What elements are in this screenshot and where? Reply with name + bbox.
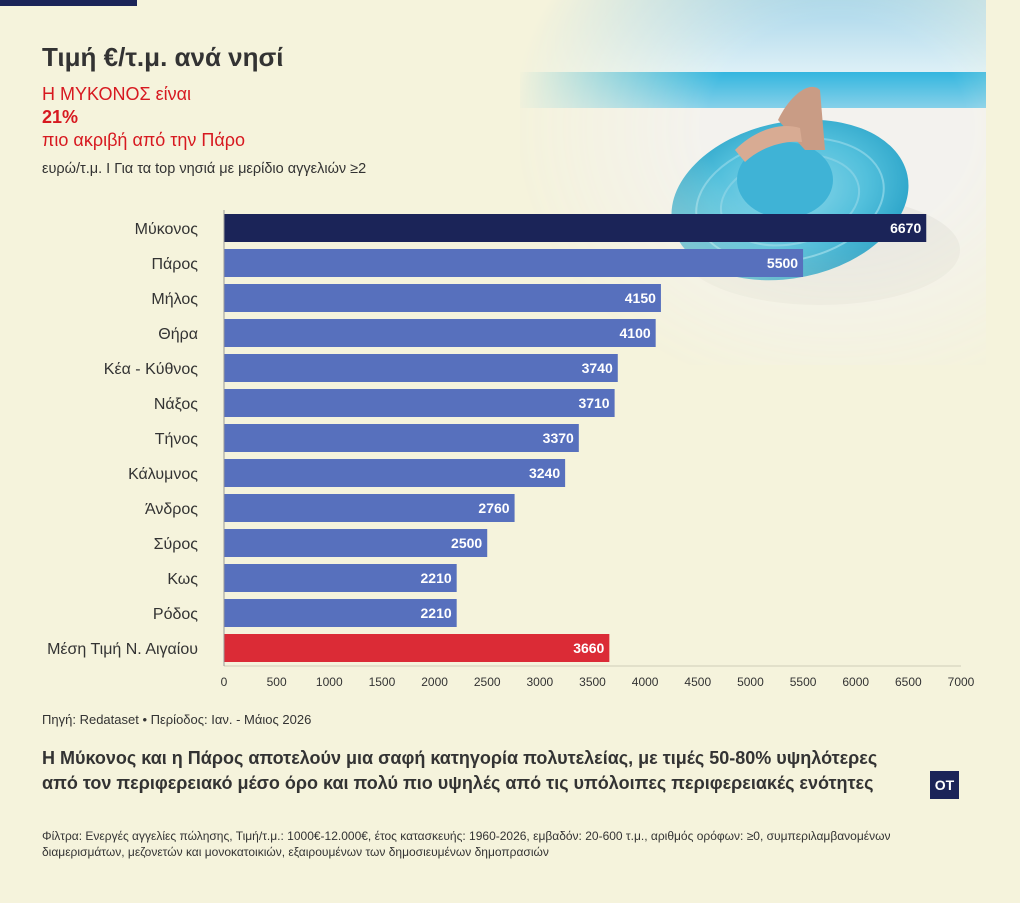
value-label: 3240 xyxy=(529,465,560,481)
x-tick-label: 1500 xyxy=(369,675,396,689)
value-label: 4150 xyxy=(625,290,656,306)
bar-2 xyxy=(224,284,661,312)
bar-9 xyxy=(224,529,488,557)
value-label: 2210 xyxy=(421,605,452,621)
value-label: 6670 xyxy=(890,220,921,236)
highlight-line-2: πιο ακριβή από την Πάρο xyxy=(42,130,246,150)
value-label: 2500 xyxy=(451,535,482,551)
chart-title: Τιμή €/τ.μ. ανά νησί xyxy=(42,42,284,72)
filters-note: Φίλτρα: Ενεργές αγγελίες πώλησης, Τιμή/τ… xyxy=(42,829,891,859)
x-tick-label: 2500 xyxy=(474,675,501,689)
bar-4 xyxy=(224,354,618,382)
category-label: Σύρος xyxy=(154,536,199,553)
bar-0 xyxy=(224,214,927,242)
category-label: Άνδρος xyxy=(145,501,198,518)
category-label: Μύκονος xyxy=(135,221,199,238)
category-label: Ρόδος xyxy=(153,606,198,623)
x-tick-label: 4000 xyxy=(632,675,659,689)
value-label: 2760 xyxy=(478,500,509,516)
category-label: Κάλυμνος xyxy=(128,466,198,483)
x-tick-label: 6000 xyxy=(842,675,869,689)
bar-7 xyxy=(224,459,566,487)
bar-1 xyxy=(224,249,804,277)
bar-11 xyxy=(224,599,457,627)
source-note: Πηγή: Redataset • Περίοδος: Ιαν. - Μάιος… xyxy=(42,712,312,727)
x-tick-label: 6500 xyxy=(895,675,922,689)
chart-subtitle: ευρώ/τ.μ. Ι Για τα top νησιά με μερίδιο … xyxy=(42,161,367,177)
value-label: 2210 xyxy=(421,570,452,586)
x-tick-label: 5500 xyxy=(790,675,817,689)
key-takeaway: Η Μύκονος και η Πάρος αποτελούν μια σαφή… xyxy=(42,748,878,793)
x-tick-label: 500 xyxy=(267,675,287,689)
x-tick-label: 1000 xyxy=(316,675,343,689)
bar-chart: Μύκονος 6670 Πάρος 5500 Μήλος 4150 Θήρα 4100 Κέα… xyxy=(47,210,975,689)
category-label: Κέα - Κύθνος xyxy=(104,361,198,378)
bar-6 xyxy=(224,424,579,452)
category-label: Κως xyxy=(167,571,198,588)
x-tick-label: 3000 xyxy=(527,675,554,689)
x-tick-label: 7000 xyxy=(948,675,975,689)
bar-10 xyxy=(224,564,457,592)
category-label: Νάξος xyxy=(154,396,198,413)
x-tick-label: 2000 xyxy=(421,675,448,689)
value-label: 3660 xyxy=(573,640,604,656)
category-label: Πάρος xyxy=(151,256,198,273)
value-label: 4100 xyxy=(620,325,651,341)
value-label: 5500 xyxy=(767,255,798,271)
x-tick-label: 4500 xyxy=(684,675,711,689)
highlight-line-1: Η ΜΥΚΟΝΟΣ είναι xyxy=(42,84,192,104)
highlight-percentage: 21% xyxy=(42,107,79,127)
value-label: 3710 xyxy=(578,395,609,411)
x-tick-label: 5000 xyxy=(737,675,764,689)
value-label: 3370 xyxy=(543,430,574,446)
category-label: Μέση Τιμή Ν. Αιγαίου xyxy=(47,641,198,658)
top-accent-bar xyxy=(0,0,137,6)
x-tick-label: 3500 xyxy=(579,675,606,689)
category-label: Τήνος xyxy=(155,431,199,448)
category-label: Μήλος xyxy=(151,291,198,308)
x-tick-label: 0 xyxy=(221,675,228,689)
ot-logo: OT xyxy=(930,771,959,799)
bar-5 xyxy=(224,389,615,417)
bar-8 xyxy=(224,494,515,522)
bar-12 xyxy=(224,634,610,662)
category-label: Θήρα xyxy=(158,326,198,343)
value-label: 3740 xyxy=(582,360,613,376)
bar-3 xyxy=(224,319,656,347)
